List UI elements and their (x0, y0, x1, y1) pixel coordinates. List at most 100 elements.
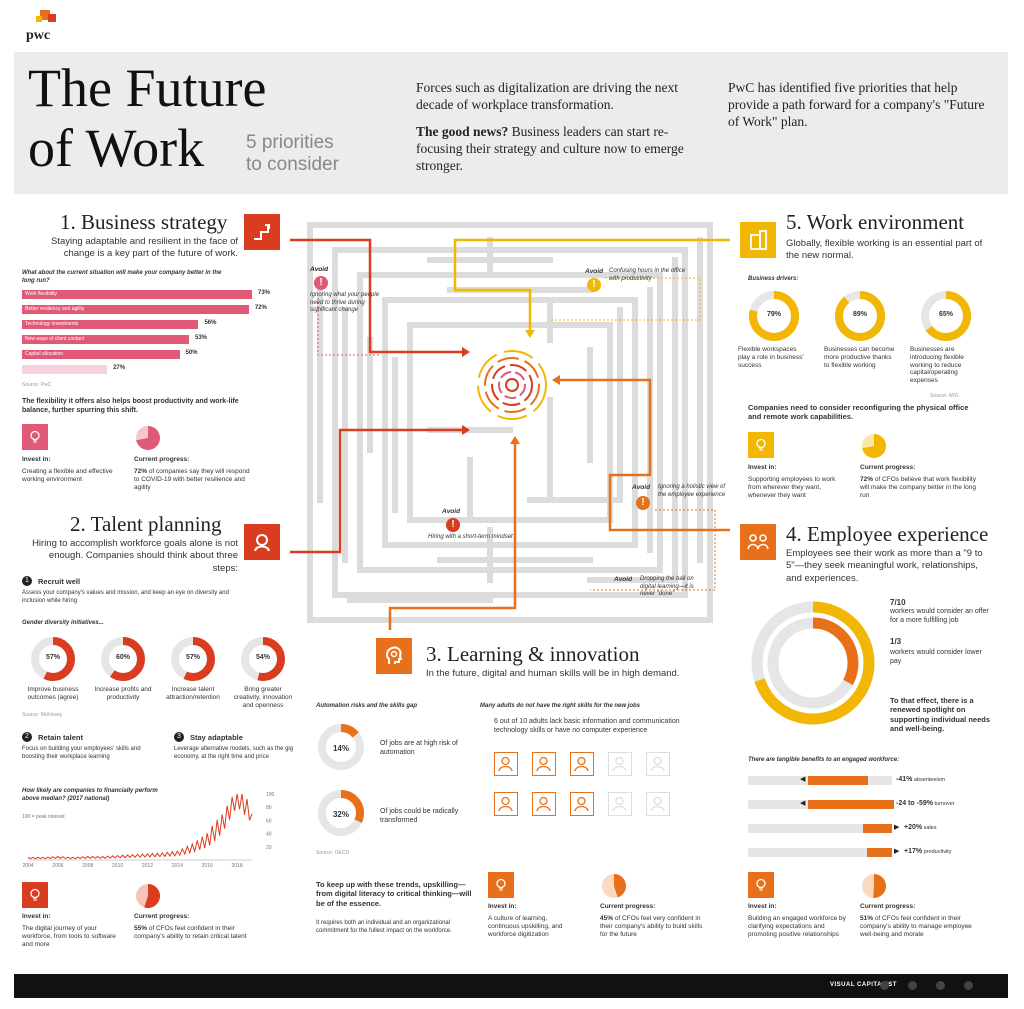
s2-subtitle: Hiring to accomplish workforce goals alo… (32, 538, 238, 574)
bar (22, 320, 199, 329)
twitter-icon[interactable] (908, 981, 917, 990)
person-icon (570, 752, 594, 776)
s2-step1-text: Assess your company's values and mission… (22, 590, 229, 604)
s5-progress-pie (862, 434, 886, 458)
header-intro: Forces such as digitalization are drivin… (416, 80, 679, 112)
bar-value: 50% (185, 350, 198, 356)
s2-progress-rest: of CFOs feel confident in their company'… (134, 925, 247, 941)
s1-source: Source: PwC (22, 382, 52, 388)
s2-invest-text: The digital journey of your workforce, f… (22, 925, 116, 949)
donut-value: 65% (938, 311, 953, 318)
donut-label: Increase talent attraction/retention (166, 686, 220, 701)
bar-value: 73% (258, 290, 271, 296)
bar-label: Better resiliency and agility (25, 306, 85, 312)
person-icon (646, 792, 670, 816)
s1-pie-slice (136, 426, 160, 450)
donut-label: Increase profits and productivity (94, 686, 152, 701)
benefit-label: sales (922, 825, 937, 831)
lightbulb-icon (22, 424, 48, 450)
s2-line-chart: 2004 2006 2008 2010 2012 2014 2016 2018 100 80 60 4… (22, 792, 274, 868)
benefit-text: -24 to -59% turnover (896, 800, 955, 809)
donut-arc (241, 637, 285, 681)
benefit-bar (808, 800, 894, 809)
s3-invest-text: A culture of learning, continuous upskil… (488, 915, 563, 939)
bar-row: Work flexibility 73% (22, 290, 282, 301)
benefit-text: +17% productivity (904, 848, 951, 857)
bar-row: 27% (22, 365, 282, 376)
s4-ring-outer-arc (751, 601, 875, 725)
donut-label: Businesses can become more productive th… (824, 346, 895, 369)
s2-step2-text: Focus on building your employees' skills… (22, 746, 141, 760)
s3-d1-text: Of jobs are at high risk of automation (380, 740, 458, 756)
pwc-logo: pwc (26, 10, 66, 50)
instagram-icon[interactable] (936, 981, 945, 990)
s1-invest-text: Creating a flexible and effective workin… (22, 468, 113, 484)
s3-d2-pct: 32% (332, 810, 349, 819)
avoid-text: Confusing hours in the office with produ… (609, 268, 686, 282)
s2-step3-text: Leverage alternative models, such as the… (174, 746, 294, 760)
bar-row: Technology investments 56% (22, 320, 282, 331)
s1-progress-rest: of companies say they will respond to CO… (134, 468, 250, 492)
donut-chart (241, 637, 285, 681)
good-news-rest: Business leaders can start re-focusing t… (416, 124, 684, 173)
lightbulb-icon (22, 882, 48, 908)
donut-label: Flexible workspaces play a role in busin… (738, 346, 804, 369)
benefit-label: productivity (922, 849, 952, 855)
bar (22, 365, 108, 374)
s1-progress-label: Current progress: (134, 456, 190, 463)
warning-icon: ! (314, 276, 328, 291)
donut-chart (31, 637, 75, 681)
donut-chart (749, 291, 799, 341)
good-news-bold: The good news? (416, 124, 509, 139)
s3-keep-up-sub: It requires both an individual and an or… (316, 920, 452, 934)
footer-brand: VISUAL CAPITALIST (830, 982, 897, 988)
s2-progress-pie (136, 884, 160, 908)
page-title-line2: of Work (28, 118, 205, 178)
benefit-label: turnover (932, 801, 955, 807)
lightbulb-icon (488, 872, 514, 898)
y-tick-label: 60 (266, 818, 272, 824)
warning-icon: ! (446, 518, 460, 533)
avoid-text: Ignoring what your people need to thrive… (310, 292, 380, 314)
donut-label: Improve business outcomes (agree) (27, 686, 79, 701)
facebook-icon[interactable] (880, 981, 889, 990)
s3-donut-1 (318, 724, 364, 770)
website-icon[interactable] (964, 981, 973, 990)
s2-pie-slice (144, 884, 160, 908)
s4-title: 4. Employee experience (786, 522, 989, 546)
s4-benefits-label: There are tangible benefits to an engage… (748, 757, 900, 763)
footer-bar (14, 974, 1008, 998)
bar (22, 350, 180, 359)
s4-progress-rest: of CFOs feel confident in their company'… (860, 915, 972, 939)
learning-icon (376, 638, 412, 674)
header-priorities: PwC has identified five priorities that … (728, 80, 985, 129)
bar-label: Work flexibility (25, 291, 57, 297)
avoid-callout-1: Avoid ! Ignoring what your people need t… (310, 266, 390, 315)
bar-row: New ways of client contact 53% (22, 335, 282, 346)
s3-d2-text: Of jobs could be radically transformed (380, 808, 459, 824)
s3-progress-label: Current progress: (600, 903, 656, 910)
donut-label: Bring greater creativity, innovation and… (233, 686, 293, 709)
s2-chart-question: How likely are companies to financially … (22, 788, 158, 802)
bar-value: 72% (254, 305, 267, 311)
s3-progress-rest: of CFOs feel very confident in their com… (600, 915, 703, 939)
bar (22, 335, 189, 344)
donut-chart (101, 637, 145, 681)
s2-title: 2. Talent planning (70, 512, 222, 536)
s5-invest-label: Invest in: (748, 464, 777, 471)
s1-note: The flexibility it offers also helps boo… (22, 398, 239, 414)
s3-donut-2 (318, 790, 364, 836)
person-icon (570, 792, 594, 816)
s1-progress-bold: 72% (134, 468, 148, 475)
avoid-text: Ignoring a holistic view of the employee… (658, 484, 726, 498)
strategy-icon (244, 214, 280, 250)
arrow-left-icon: ◀ (800, 800, 806, 807)
bar-value: 53% (194, 335, 207, 341)
header-band (14, 52, 1008, 194)
donut-value: 54% (255, 654, 270, 661)
donut-arc (835, 291, 885, 341)
benefit-text: -41% absenteeism (896, 776, 945, 785)
person-icon (532, 752, 556, 776)
donut-arc (921, 291, 971, 341)
x-tick-label: 2006 (52, 863, 63, 868)
